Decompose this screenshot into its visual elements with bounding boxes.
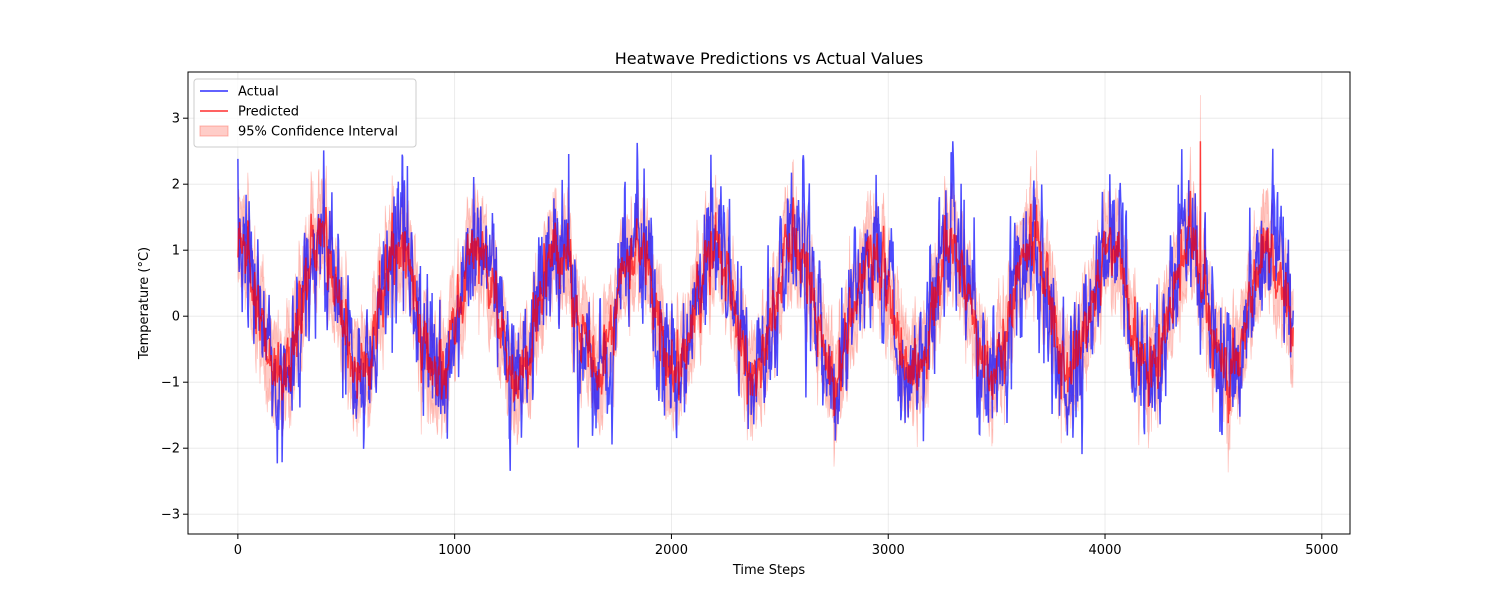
plot-frame	[187, 71, 1351, 535]
y-tick-label: −1	[161, 376, 180, 391]
predicted-series-line	[237, 141, 1294, 424]
legend-label-confidence-interval: 95% Confidence Interval	[238, 125, 398, 140]
y-tick-label: 0	[172, 310, 180, 325]
x-axis-title: Time Steps	[732, 563, 806, 578]
y-axis-title: Temperature (°C)	[137, 247, 152, 360]
y-tick-label: −2	[161, 442, 180, 457]
x-tick-label: 1000	[438, 543, 471, 558]
legend-swatch-confidence-interval	[199, 125, 229, 137]
y-tick-label: 2	[172, 178, 180, 193]
x-tick-label: 4000	[1088, 543, 1121, 558]
chart-title: Heatwave Predictions vs Actual Values	[615, 49, 924, 68]
y-tick-label: 1	[172, 244, 180, 259]
legend-label-actual: Actual	[238, 85, 279, 100]
y-tick-label: −3	[161, 508, 180, 523]
y-tick-label: 3	[172, 112, 180, 127]
x-tick-label: 3000	[872, 543, 905, 558]
legend: Actual Predicted 95% Confidence Interval	[193, 78, 417, 148]
series-lines-layer	[237, 141, 1294, 471]
legend-label-predicted: Predicted	[238, 105, 299, 120]
x-tick-label: 0	[234, 543, 242, 558]
legend-box	[193, 78, 417, 148]
axes: 0 1000 2000 3000 4000 5000 −3 −2 −1 0 1 2 3	[161, 112, 1339, 558]
x-tick-label: 2000	[655, 543, 688, 558]
x-tick-label: 5000	[1305, 543, 1338, 558]
